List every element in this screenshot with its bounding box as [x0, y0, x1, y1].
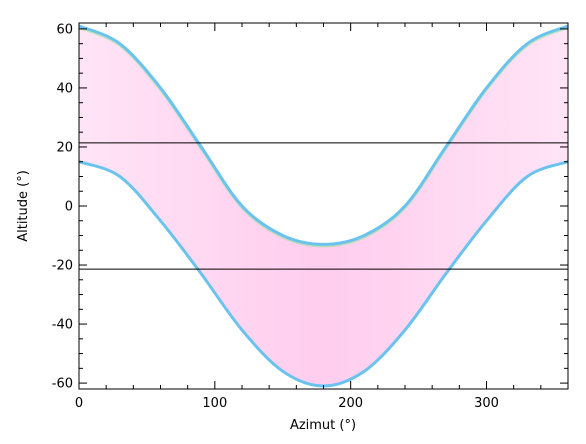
y-tick-label: -40 [52, 318, 73, 333]
y-tick-label: 0 [65, 200, 73, 215]
band-layer [79, 24, 568, 388]
y-tick-label: 40 [56, 81, 73, 96]
y-tick-label: 20 [56, 140, 73, 155]
x-tick-label: 0 [75, 396, 83, 411]
x-tick-label: 100 [202, 396, 227, 411]
x-tick-label: 300 [474, 396, 499, 411]
band-upper-edge [79, 24, 568, 246]
y-axis-title: Altitude (°) [16, 170, 31, 242]
axis-ticks [78, 23, 569, 389]
tick-labels: 0 100 200 300 -60 -40 -20 0 20 40 60 [52, 22, 499, 411]
y-tick-label: -20 [52, 259, 73, 274]
x-tick-label: 200 [338, 396, 363, 411]
band-area [79, 26, 568, 386]
y-tick-label: 60 [56, 22, 73, 37]
reference-lines [79, 142, 568, 270]
y-tick-label: -60 [52, 377, 73, 392]
x-axis-title: Azimut (°) [290, 418, 356, 433]
